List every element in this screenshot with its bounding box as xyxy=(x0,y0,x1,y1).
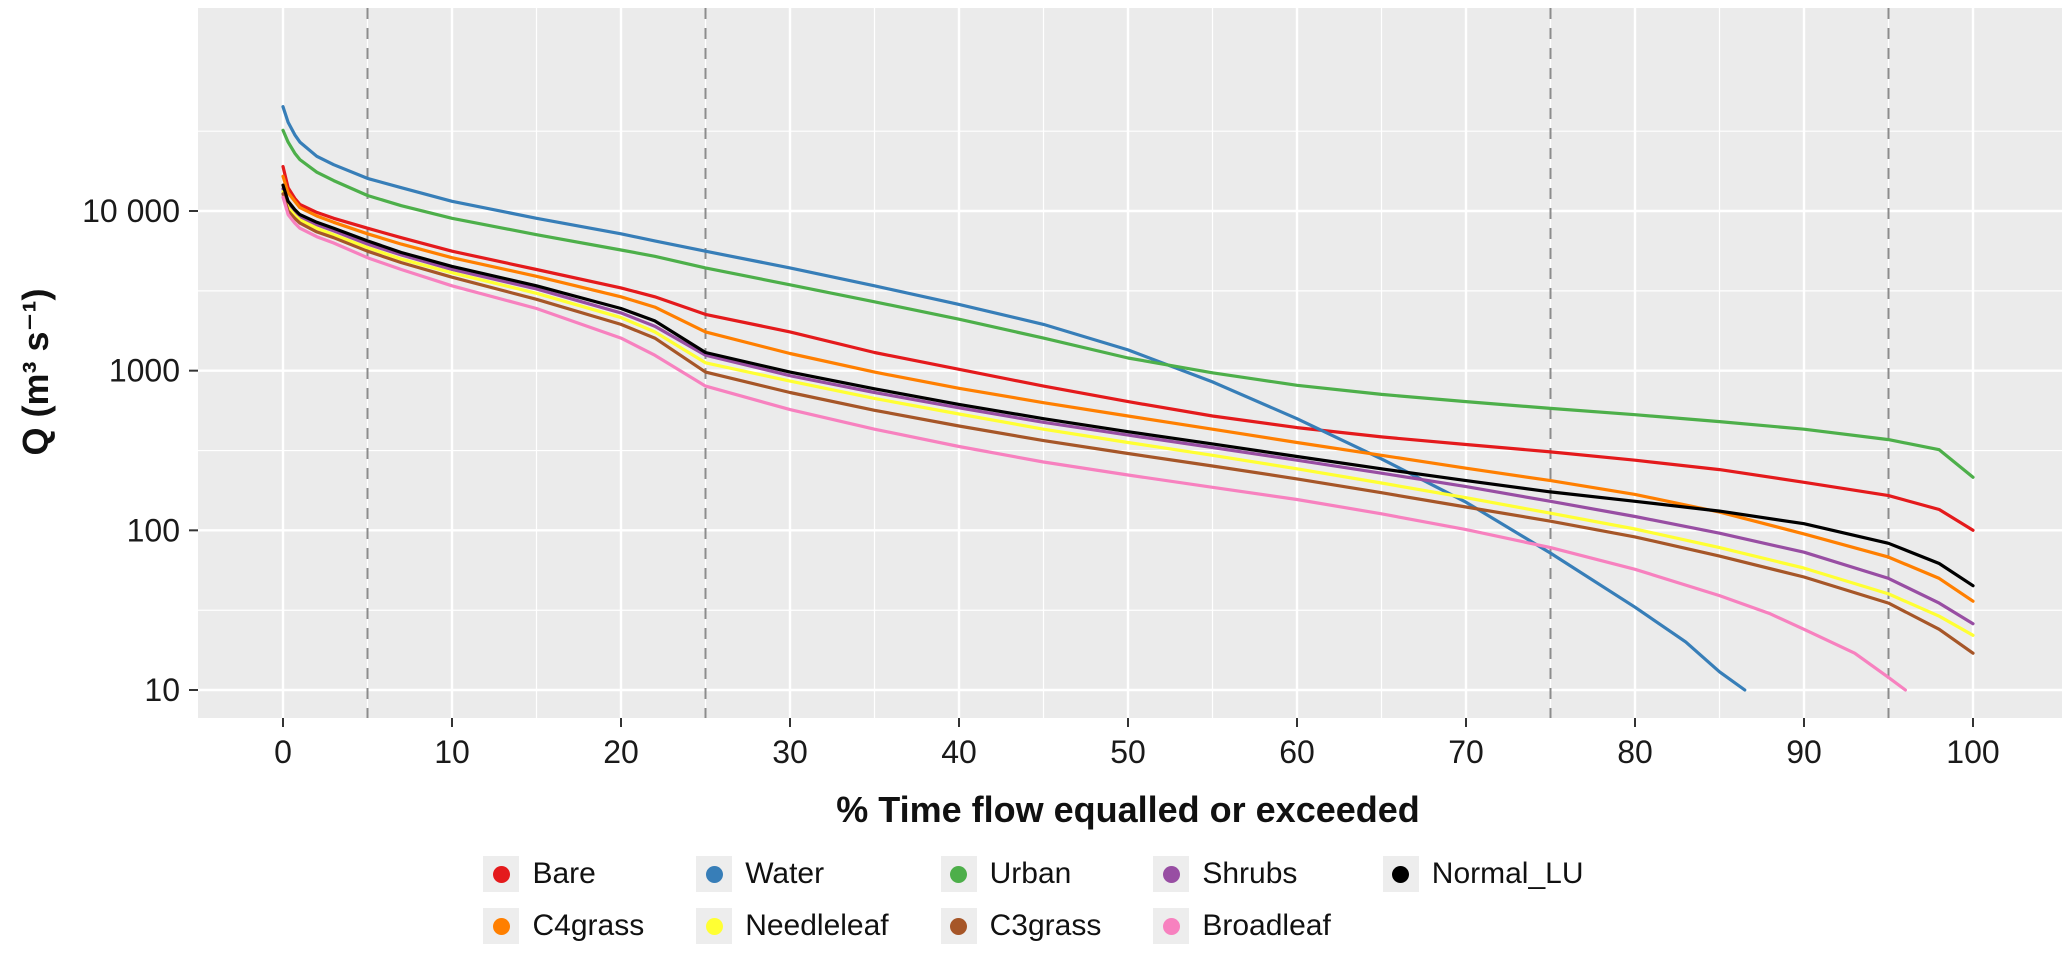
legend-item-c3grass: C3grass xyxy=(940,908,1102,944)
x-tick-label: 60 xyxy=(1279,734,1315,770)
x-axis-title: % Time flow equalled or exceeded xyxy=(836,789,1420,830)
x-tick-label: 50 xyxy=(1110,734,1146,770)
legend-label: Needleleaf xyxy=(745,909,889,942)
legend-dot-shrubs xyxy=(1162,865,1180,883)
series-line-bare xyxy=(281,164,1975,532)
y-tick-label: 10 xyxy=(144,672,180,708)
legend-item-normal-lu: Normal_LU xyxy=(1382,856,1584,892)
legend-item-urban: Urban xyxy=(940,856,1102,892)
minor-gridlines xyxy=(198,8,2062,718)
legend-dot-c4grass xyxy=(492,917,510,935)
legend-dot-water xyxy=(705,865,723,883)
legend-label: C4grass xyxy=(532,909,645,942)
x-tick-label: 10 xyxy=(434,734,470,770)
legend-dot-needleleaf xyxy=(705,917,723,935)
legend-item-bare: Bare xyxy=(483,856,644,892)
legend-dot-broadleaf xyxy=(1162,917,1180,935)
legend-item-broadleaf: Broadleaf xyxy=(1153,908,1331,944)
y-tick-label: 10 000 xyxy=(82,193,180,229)
x-tick-label: 90 xyxy=(1786,734,1822,770)
series-line-shrubs xyxy=(281,187,1975,626)
x-tick-label: 100 xyxy=(1946,734,1999,770)
legend-grid: Bare Water Urban Shrubs Normal_LU C4gras… xyxy=(483,856,1584,944)
series-line-needleleaf xyxy=(281,190,1975,637)
legend-dot-c3grass xyxy=(950,917,968,935)
axis-tick-labels: 0 10 20 30 40 50 60 70 80 90 100 10 100 1000 10 000 xyxy=(82,193,2000,770)
legend-item-water: Water xyxy=(696,856,888,892)
legend-label: Water xyxy=(745,857,825,890)
plot-panel xyxy=(198,8,2062,718)
legend-dot-bare xyxy=(492,865,510,883)
x-tick-label: 30 xyxy=(772,734,808,770)
legend-key xyxy=(940,856,977,892)
x-tick-label: 40 xyxy=(941,734,977,770)
series-line-c3grass xyxy=(281,192,1975,655)
legend-key xyxy=(1153,856,1190,892)
series-line-broadleaf xyxy=(281,195,1907,692)
series-line-c4grass xyxy=(281,174,1975,603)
legend-key xyxy=(483,856,520,892)
major-gridlines xyxy=(198,8,2062,718)
y-axis-title: Q (m³ s⁻¹) xyxy=(15,289,56,456)
x-tick-label: 20 xyxy=(603,734,639,770)
series-lines xyxy=(281,105,1975,692)
series-line-normal_lu xyxy=(281,183,1975,588)
axis-tick-marks xyxy=(189,210,1974,727)
legend-item-needleleaf: Needleleaf xyxy=(696,908,889,944)
legend-dot-urban xyxy=(950,865,968,883)
legend-label: Urban xyxy=(989,857,1072,890)
legend-label: Broadleaf xyxy=(1202,909,1331,942)
legend-key xyxy=(1153,908,1190,944)
x-tick-label: 0 xyxy=(274,734,292,770)
x-tick-label: 70 xyxy=(1448,734,1484,770)
legend-key xyxy=(483,908,520,944)
x-tick-label: 80 xyxy=(1617,734,1653,770)
series-line-urban xyxy=(281,128,1975,479)
chart-legend: Bare Water Urban Shrubs Normal_LU C4gras… xyxy=(0,856,2067,944)
y-tick-label: 100 xyxy=(127,512,180,548)
legend-dot-normal-lu xyxy=(1392,865,1410,883)
plot-svg: 0 10 20 30 40 50 60 70 80 90 100 10 100 1000 10 000 % … xyxy=(15,8,2062,830)
series-line-water xyxy=(281,105,1747,692)
legend-label: C3grass xyxy=(989,909,1102,942)
legend-key xyxy=(696,856,733,892)
legend-item-shrubs: Shrubs xyxy=(1153,856,1330,892)
legend-key xyxy=(696,908,733,944)
legend-label: Normal_LU xyxy=(1431,857,1584,890)
legend-key xyxy=(1382,856,1419,892)
legend-label: Bare xyxy=(532,857,596,890)
legend-label: Shrubs xyxy=(1202,857,1298,890)
y-tick-label: 1000 xyxy=(109,353,180,389)
legend-item-c4grass: C4grass xyxy=(483,908,644,944)
legend-key xyxy=(940,908,977,944)
